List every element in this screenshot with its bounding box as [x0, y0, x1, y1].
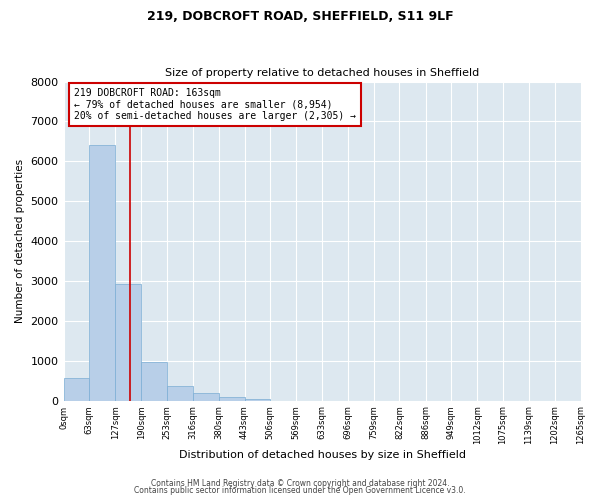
Text: 219, DOBCROFT ROAD, SHEFFIELD, S11 9LF: 219, DOBCROFT ROAD, SHEFFIELD, S11 9LF: [146, 10, 454, 23]
Bar: [115, 284, 141, 401]
Bar: [193, 394, 219, 400]
Bar: [64, 378, 89, 400]
Bar: [167, 386, 193, 400]
Bar: [141, 362, 167, 401]
Bar: [245, 398, 271, 400]
Text: Contains HM Land Registry data © Crown copyright and database right 2024.: Contains HM Land Registry data © Crown c…: [151, 478, 449, 488]
Text: 219 DOBCROFT ROAD: 163sqm
← 79% of detached houses are smaller (8,954)
20% of se: 219 DOBCROFT ROAD: 163sqm ← 79% of detac…: [74, 88, 356, 121]
Bar: [219, 397, 245, 400]
X-axis label: Distribution of detached houses by size in Sheffield: Distribution of detached houses by size …: [179, 450, 466, 460]
Text: Contains public sector information licensed under the Open Government Licence v3: Contains public sector information licen…: [134, 486, 466, 495]
Bar: [89, 146, 115, 400]
Y-axis label: Number of detached properties: Number of detached properties: [15, 159, 25, 323]
Title: Size of property relative to detached houses in Sheffield: Size of property relative to detached ho…: [165, 68, 479, 78]
